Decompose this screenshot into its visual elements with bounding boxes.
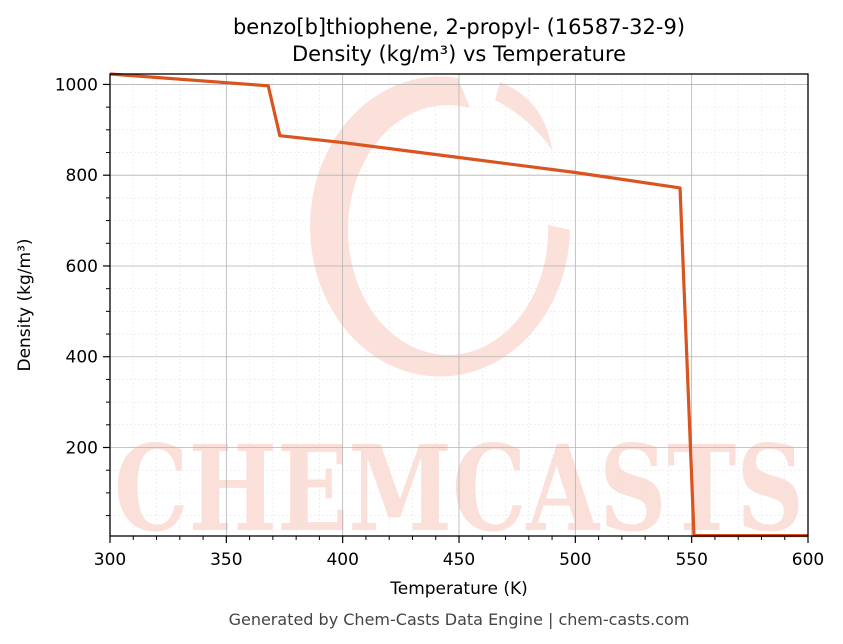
y-tick-label: 400 <box>66 348 98 368</box>
x-tick-label: 450 <box>443 550 475 570</box>
y-tick-label: 200 <box>66 439 98 459</box>
x-tick-label: 300 <box>94 550 126 570</box>
x-tick-label: 500 <box>559 550 591 570</box>
x-tick-label: 350 <box>210 550 242 570</box>
x-axis: 300 350 400 450 500 550 600 <box>94 536 824 570</box>
watermark-logo-icon <box>310 76 570 377</box>
y-tick-label: 1000 <box>55 75 98 95</box>
footer-credit: Generated by Chem-Casts Data Engine | ch… <box>229 610 690 629</box>
x-tick-label: 550 <box>675 550 707 570</box>
chart-title: benzo[b]thiophene, 2-propyl- (16587-32-9… <box>233 15 685 39</box>
x-axis-label: Temperature (K) <box>389 579 528 599</box>
y-tick-label: 800 <box>66 166 98 186</box>
chart-subtitle: Density (kg/m³) vs Temperature <box>292 42 626 66</box>
y-axis: 200 400 600 800 1000 <box>55 75 110 517</box>
x-tick-label: 400 <box>326 550 358 570</box>
x-tick-label: 600 <box>792 550 824 570</box>
y-tick-label: 600 <box>66 257 98 277</box>
series-line <box>109 72 808 538</box>
y-axis-label: Density (kg/m³) <box>15 238 35 371</box>
